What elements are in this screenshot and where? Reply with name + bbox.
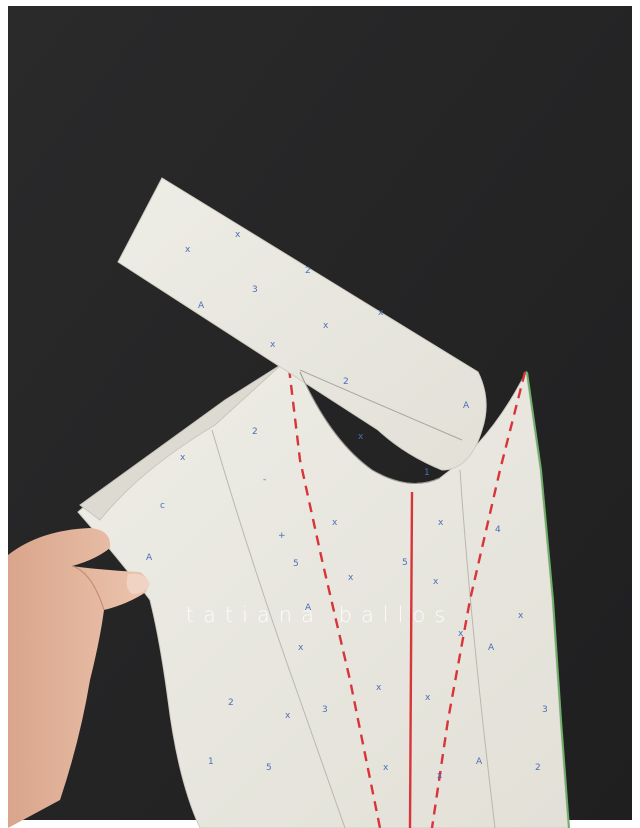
svg-text:5: 5 (293, 559, 299, 569)
svg-text:2: 2 (228, 698, 234, 708)
svg-text:2: 2 (535, 763, 541, 773)
svg-text:x: x (298, 643, 304, 653)
svg-text:A: A (463, 401, 470, 411)
svg-text:A: A (198, 301, 205, 311)
svg-text:x: x (332, 518, 338, 528)
watermark-text: tatiana ballos (185, 603, 455, 627)
seam-line (459, 469, 496, 828)
svg-text:x: x (185, 245, 191, 255)
hand (8, 528, 150, 828)
svg-text:4: 4 (495, 525, 501, 535)
svg-text:3: 3 (322, 705, 328, 715)
folded-flap (79, 363, 283, 521)
svg-text:2: 2 (343, 377, 349, 387)
svg-text:x: x (518, 611, 524, 621)
svg-text:A: A (146, 553, 153, 563)
svg-text:2: 2 (252, 427, 258, 437)
svg-text:x: x (458, 629, 464, 639)
svg-text:3: 3 (252, 285, 258, 295)
svg-text:x: x (235, 230, 241, 240)
strip-seam (299, 369, 463, 441)
svg-text:A: A (476, 757, 483, 767)
svg-text:x: x (378, 308, 384, 318)
svg-text:x: x (376, 683, 382, 693)
svg-text:x: x (358, 432, 364, 442)
svg-text:5: 5 (266, 763, 272, 773)
svg-text:x: x (425, 693, 431, 703)
svg-text:A: A (305, 603, 312, 613)
svg-text:x: x (323, 321, 329, 331)
strip-curve (299, 371, 441, 484)
svg-text:2: 2 (305, 266, 311, 276)
svg-text:1: 1 (208, 757, 214, 767)
seam-line (211, 429, 346, 828)
shoulder-strip-piece (117, 177, 487, 471)
svg-text:x: x (270, 340, 276, 350)
svg-text:5: 5 (402, 558, 408, 568)
svg-text:x: x (285, 711, 291, 721)
svg-text:x: x (433, 577, 439, 587)
svg-text:-: - (263, 475, 266, 485)
svg-text:3: 3 (542, 705, 548, 715)
dart-lines (287, 367, 527, 828)
svg-text:c: c (160, 501, 165, 511)
print-marks: xx3 2Ax xx2 Ax1 2x- cA+ 5xx 5x4 xAx 32x … (146, 230, 548, 781)
svg-text:x: x (383, 763, 389, 773)
svg-text:x: x (180, 453, 186, 463)
svg-text:x: x (438, 518, 444, 528)
svg-text:A: A (488, 643, 495, 653)
green-edge-line (526, 371, 570, 828)
svg-text:x: x (437, 771, 443, 781)
svg-text:x: x (348, 573, 354, 583)
svg-text:+: + (278, 531, 286, 541)
svg-text:1: 1 (424, 468, 430, 478)
